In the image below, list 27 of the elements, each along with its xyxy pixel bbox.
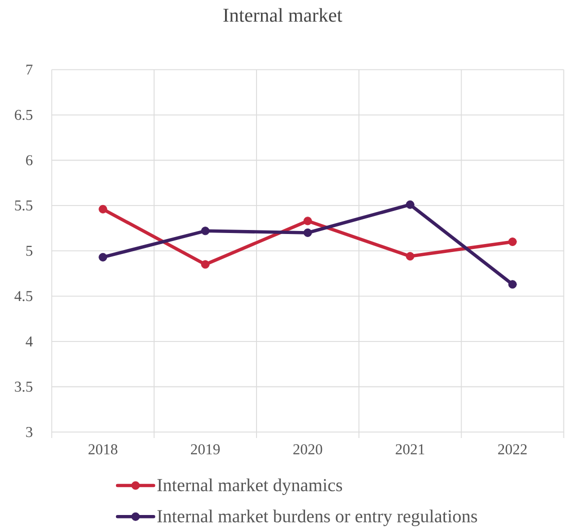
y-tick-label: 4 (26, 336, 33, 346)
point (98, 204, 108, 214)
y-tick-label: 3.5 (14, 382, 32, 392)
point (508, 280, 517, 289)
y-tick-label: 6 (26, 155, 32, 166)
point (303, 228, 312, 237)
legend-label: Internal market dynamics (157, 478, 342, 496)
chart-title: Internal market (223, 8, 342, 22)
point (303, 216, 312, 226)
y-tick-label: 7 (26, 64, 33, 75)
x-tick-label: 2020 (293, 444, 322, 454)
y-tick-label: 6.5 (14, 110, 32, 120)
point (201, 260, 210, 269)
point (508, 238, 517, 246)
y-tick-label: 3 (26, 427, 32, 438)
point (98, 252, 108, 262)
y-tick-label: 5 (26, 246, 32, 256)
x-tick-label: 2019 (190, 444, 220, 454)
y-tick-label: 4.5 (14, 291, 32, 302)
point (406, 200, 414, 209)
x-tick-label: 2018 (88, 444, 118, 454)
legend-label: Internal market burdens or entry regulations (157, 510, 478, 526)
point (201, 226, 210, 236)
y-tick-label: 5.5 (15, 200, 32, 211)
x-tick-label: 2021 (396, 444, 424, 454)
x-tick-label: 2022 (498, 444, 527, 454)
point (406, 252, 414, 261)
